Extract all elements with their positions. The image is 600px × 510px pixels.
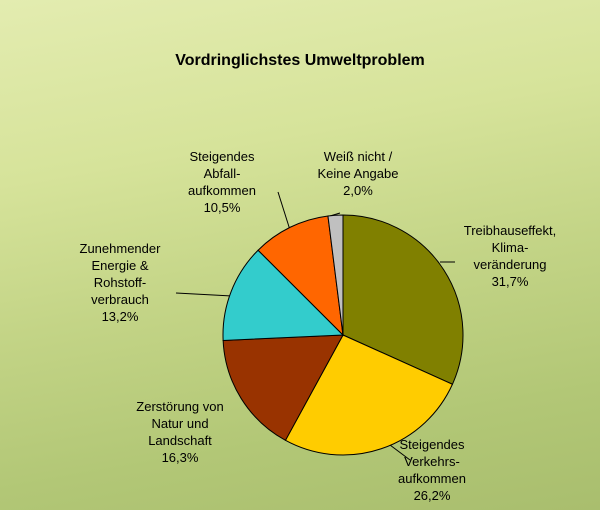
category-label: Steigendes Verkehrs- aufkommen (362, 436, 502, 487)
value-label: 31,7% (440, 273, 580, 290)
value-label: 10,5% (152, 199, 292, 216)
category-label: Zerstörung von Natur und Landschaft (110, 398, 250, 449)
category-label: Zunehmender Energie & Rohstoff- verbrauc… (50, 240, 190, 308)
category-label: Weiß nicht / Keine Angabe (288, 148, 428, 182)
category-label: Steigendes Abfall- aufkommen (152, 148, 292, 199)
value-label: 2,0% (288, 182, 428, 199)
chart-title: Vordringlichstes Umweltproblem (0, 52, 600, 70)
value-label: 26,2% (362, 487, 502, 504)
category-label: Treibhauseffekt, Klima- veränderung (440, 222, 580, 273)
value-label: 16,3% (110, 449, 250, 466)
value-label: 13,2% (50, 308, 190, 325)
chart: Vordringlichstes Umweltproblem Treibhaus… (0, 0, 600, 510)
